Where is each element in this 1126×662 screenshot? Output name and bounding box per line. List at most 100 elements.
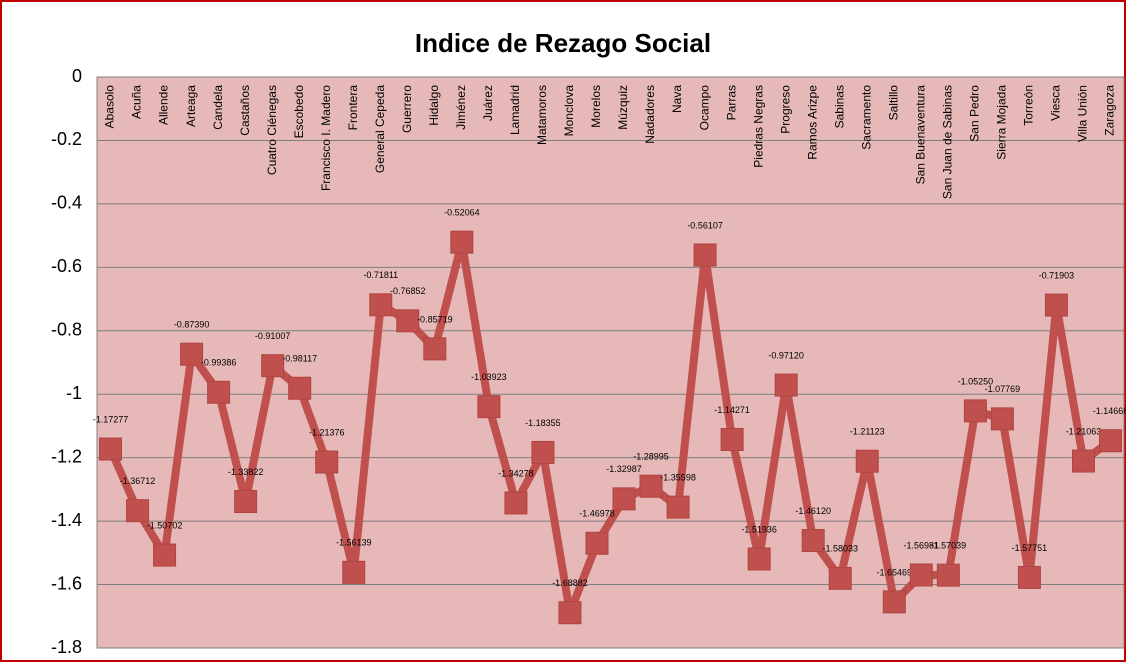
y-tick-label: -0.8	[51, 320, 82, 340]
x-tick-label: Hidalgo	[427, 85, 441, 126]
x-tick-label: Allende	[157, 85, 171, 125]
chart-title: Indice de Rezago Social	[415, 28, 711, 58]
data-label: -1.03923	[471, 372, 507, 382]
data-label: -0.97120	[768, 350, 804, 360]
x-tick-label: Matamoros	[535, 85, 549, 145]
y-tick-label: -1	[66, 383, 82, 403]
x-tick-label: Ramos Arizpe	[805, 85, 819, 160]
x-tick-label: Abasolo	[103, 85, 117, 129]
x-tick-label: San Buenaventura	[913, 85, 927, 185]
x-tick-label: Torreón	[1022, 85, 1036, 126]
data-label: -0.71903	[1039, 270, 1075, 280]
data-label: -0.87390	[174, 320, 210, 330]
data-point	[720, 427, 744, 451]
data-label: -1.34278	[498, 468, 534, 478]
data-label: -0.99386	[201, 358, 237, 368]
data-label: -1.21063	[1066, 426, 1102, 436]
data-point	[1044, 293, 1068, 317]
x-tick-label: San Pedro	[968, 85, 982, 142]
data-label: -0.98117	[282, 354, 317, 364]
x-tick-label: Ocampo	[697, 85, 711, 131]
x-tick-label: Cuatro Ciénegas	[265, 85, 279, 175]
x-tick-label: Múzquiz	[616, 85, 630, 130]
data-point	[909, 563, 933, 587]
x-tick-label: Piedras Negras	[751, 85, 765, 168]
data-point	[477, 395, 501, 419]
x-tick-label: Nava	[670, 85, 684, 113]
data-point	[315, 450, 339, 474]
data-point	[126, 499, 150, 523]
x-tick-label: Jiménez	[454, 85, 468, 130]
y-tick-label: -1.8	[51, 637, 82, 657]
y-tick-label: -1.4	[51, 510, 82, 530]
data-label: -1.05250	[958, 376, 994, 386]
x-tick-label: San Juan de Sabinas	[941, 85, 955, 199]
data-point	[369, 293, 393, 317]
data-point	[639, 474, 663, 498]
data-point	[1098, 429, 1122, 453]
data-point	[558, 601, 582, 625]
data-label: -1.46120	[795, 506, 831, 516]
x-tick-label: Villa Unión	[1076, 85, 1090, 142]
data-label: -1.50702	[147, 520, 183, 530]
data-label: -1.18355	[525, 418, 561, 428]
data-point	[180, 342, 204, 366]
data-label: -1.56139	[336, 538, 372, 548]
y-tick-label: -0.2	[51, 129, 82, 149]
data-label: -0.56107	[687, 220, 723, 230]
x-tick-label: Lamadrid	[508, 85, 522, 135]
x-tick-label: Juárez	[481, 85, 495, 121]
data-point	[288, 376, 312, 400]
x-tick-label: Parras	[724, 85, 738, 120]
data-point	[801, 529, 825, 553]
data-point	[450, 230, 474, 254]
x-tick-label: Sacramento	[859, 85, 873, 150]
data-label: -1.57751	[1012, 543, 1048, 553]
data-point	[855, 449, 879, 473]
y-tick-label: -1.6	[51, 573, 82, 593]
data-label: -1.51936	[741, 524, 777, 534]
data-label: -1.36712	[120, 476, 156, 486]
y-tick-label: 0	[72, 66, 82, 86]
data-point	[828, 566, 852, 590]
data-point	[990, 407, 1014, 431]
x-tick-label: Acuña	[130, 85, 144, 119]
data-label: -1.68882	[552, 578, 588, 588]
data-point	[423, 337, 447, 361]
data-point	[1017, 565, 1041, 589]
data-point	[963, 399, 987, 423]
plot-area	[96, 76, 1125, 649]
x-tick-label: Sabinas	[832, 85, 846, 128]
x-tick-label: Escobedo	[292, 85, 306, 139]
data-label: -0.76852	[390, 286, 426, 296]
data-point	[234, 490, 258, 514]
x-tick-label: Viesca	[1049, 85, 1063, 121]
data-point	[774, 373, 798, 397]
data-label: -1.14271	[714, 405, 750, 415]
x-tick-label: Castaños	[238, 85, 252, 136]
data-point	[612, 487, 636, 511]
data-point	[1071, 449, 1095, 473]
data-label: -0.71811	[363, 270, 398, 280]
data-label: -1.56981	[904, 540, 940, 550]
y-tick-label: -1.2	[51, 446, 82, 466]
x-tick-label: Zaragoza	[1103, 85, 1117, 136]
y-tick-label: -0.4	[51, 193, 82, 213]
data-point	[585, 531, 609, 555]
data-point	[693, 243, 717, 267]
data-label: -1.17277	[93, 414, 129, 424]
data-label: -1.33822	[228, 467, 264, 477]
x-tick-label: Francisco I. Madero	[319, 85, 333, 191]
data-label: -1.21123	[850, 427, 885, 437]
data-point	[882, 590, 906, 614]
x-tick-label: General Cepeda	[373, 85, 387, 173]
y-tick-label: -0.6	[51, 256, 82, 276]
x-tick-label: Monclova	[562, 85, 576, 137]
data-label: -1.07769	[985, 384, 1021, 394]
data-label: -1.65469	[877, 567, 913, 577]
x-tick-label: Guerrero	[400, 85, 414, 133]
data-point	[153, 543, 177, 567]
data-point	[504, 491, 528, 515]
